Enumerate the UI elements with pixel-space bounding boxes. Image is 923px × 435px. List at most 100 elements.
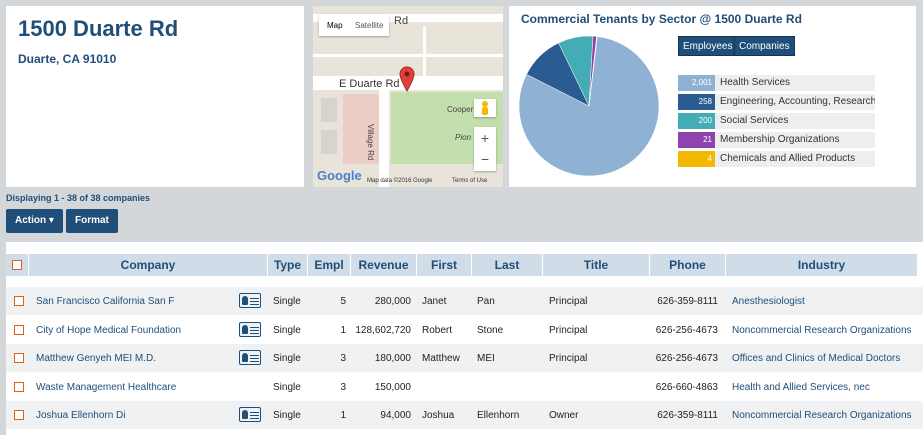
first-name-cell: Robert (422, 325, 453, 336)
chart-panel: Commercial Tenants by Sector @ 1500 Duar… (509, 6, 916, 187)
row-checkbox[interactable] (14, 410, 24, 420)
display-count: Displaying 1 - 38 of 38 companies (6, 193, 151, 203)
map-canvas[interactable] (313, 6, 503, 187)
title-cell: Principal (549, 325, 588, 336)
pie-chart[interactable] (509, 26, 669, 186)
company-link[interactable]: Matthew Genyeh MEI M.D. (36, 353, 157, 364)
legend-value: 21 (678, 132, 715, 148)
column-header-industry[interactable]: Industry (726, 254, 917, 276)
column-header-phone[interactable]: Phone (650, 254, 725, 276)
companies-toggle-button[interactable]: Companies (734, 36, 795, 56)
legend-label: Chemicals and Allied Products (720, 153, 856, 164)
address-panel: 1500 Duarte Rd Duarte, CA 91010 (6, 6, 304, 187)
empl-cell: 5 (340, 296, 346, 307)
title-cell: Principal (549, 296, 588, 307)
legend-label: Social Services (720, 115, 789, 126)
industry-link[interactable]: Health and Allied Services, nec (732, 382, 870, 393)
row-checkbox[interactable] (14, 325, 24, 335)
company-link[interactable]: San Francisco California San F (36, 296, 175, 307)
company-link[interactable]: Joshua Ellenhorn Di (36, 410, 126, 421)
poi-label: Cooper (447, 105, 474, 114)
action-button[interactable]: Action ▾ (6, 209, 63, 233)
contact-card-icon[interactable] (239, 293, 261, 308)
format-button[interactable]: Format (66, 209, 118, 233)
last-name-cell: MEI (477, 353, 495, 364)
contact-card-icon[interactable] (239, 350, 261, 365)
industry-link[interactable]: Anesthesiologist (732, 296, 805, 307)
phone-cell: 626-256-4673 (655, 353, 718, 364)
type-cell: Single (273, 325, 301, 336)
column-header-last[interactable]: Last (472, 254, 542, 276)
zoom-in-button[interactable]: + (480, 130, 490, 146)
row-checkbox[interactable] (14, 382, 24, 392)
contact-card-icon[interactable] (239, 407, 261, 422)
street-label-side: Village Rd (366, 124, 375, 161)
map-type-control: Map Satellite (319, 14, 389, 36)
title-cell: Owner (549, 410, 579, 421)
legend-item[interactable]: 200 Social Services (678, 113, 875, 129)
poi-label: Pion (455, 133, 472, 142)
title-cell: Principal (549, 353, 588, 364)
column-header-title[interactable]: Title (543, 254, 649, 276)
street-label-main: E Duarte Rd (339, 78, 400, 90)
map-tab[interactable]: Map (327, 21, 343, 30)
legend-value: 4 (678, 151, 715, 167)
phone-cell: 626-256-4673 (655, 325, 718, 336)
row-checkbox[interactable] (14, 296, 24, 306)
zoom-control: + − (474, 127, 496, 171)
table-row[interactable]: San Francisco California San F Single 5 … (6, 287, 923, 315)
legend-item[interactable]: 4 Chemicals and Allied Products (678, 151, 875, 167)
select-all-checkbox[interactable] (12, 260, 22, 270)
employees-toggle-button[interactable]: Employees (678, 36, 738, 56)
contact-card-icon[interactable] (239, 322, 261, 337)
pegman-icon[interactable] (474, 99, 496, 117)
empl-cell: 3 (340, 382, 346, 393)
column-header-revenue[interactable]: Revenue (351, 254, 416, 276)
revenue-cell: 150,000 (374, 382, 411, 393)
terms-link[interactable]: Terms of Use (452, 178, 488, 184)
chart-title: Commercial Tenants by Sector @ 1500 Duar… (521, 12, 802, 26)
first-name-cell: Joshua (422, 410, 455, 421)
industry-link[interactable]: Noncommercial Research Organizations (732, 410, 912, 421)
phone-cell: 626-660-4863 (655, 382, 718, 393)
row-checkbox[interactable] (14, 353, 24, 363)
legend-value: 200 (678, 113, 715, 129)
empl-cell: 1 (340, 325, 346, 336)
empl-cell: 3 (340, 353, 346, 364)
table-row[interactable]: Joshua Ellenhorn Di Single 1 94,000 Josh… (6, 401, 923, 429)
legend-item[interactable]: 21 Membership Organizations (678, 132, 875, 148)
legend-label: Engineering, Accounting, Research, and (720, 96, 875, 107)
type-cell: Single (273, 382, 301, 393)
empl-cell: 1 (340, 410, 346, 421)
column-header-type[interactable]: Type (268, 254, 307, 276)
map-data-text: Map data ©2016 Google (367, 178, 433, 184)
phone-cell: 626-359-8111 (657, 410, 718, 421)
column-header-empl[interactable]: Empl (308, 254, 350, 276)
table-row[interactable]: Matthew Genyeh MEI M.D. Single 3 180,000… (6, 344, 923, 372)
last-name-cell: Pan (477, 296, 495, 307)
company-link[interactable]: Waste Management Healthcare (36, 382, 177, 393)
column-header-company[interactable]: Company (29, 254, 267, 276)
satellite-tab[interactable]: Satellite (355, 21, 384, 30)
company-link[interactable]: City of Hope Medical Foundation (36, 325, 182, 336)
last-name-cell: Stone (477, 325, 504, 336)
revenue-cell: 280,000 (374, 296, 411, 307)
industry-link[interactable]: Offices and Clinics of Medical Doctors (732, 353, 901, 364)
zoom-out-button[interactable]: − (480, 151, 490, 167)
legend-item[interactable]: 258 Engineering, Accounting, Research, a… (678, 94, 875, 110)
table-row[interactable]: Waste Management Healthcare Single 3 150… (6, 373, 923, 401)
legend-value: 2,001 (678, 75, 715, 91)
industry-link[interactable]: Noncommercial Research Organizations (732, 325, 912, 336)
pie-slice[interactable] (588, 36, 598, 107)
column-header-first[interactable]: First (417, 254, 471, 276)
google-logo: Google (317, 168, 362, 183)
revenue-cell: 128,602,720 (355, 325, 411, 336)
map-pin-icon[interactable] (399, 66, 415, 92)
city-state-zip: Duarte, CA 91010 (18, 52, 117, 66)
first-name-cell: Janet (422, 296, 447, 307)
table-row[interactable]: City of Hope Medical Foundation Single 1… (6, 316, 923, 344)
map-panel[interactable]: Map Satellite Rd E Duarte Rd Village Rd … (313, 6, 503, 187)
legend-item[interactable]: 2,001 Health Services (678, 75, 875, 91)
page-title: 1500 Duarte Rd (18, 16, 179, 41)
type-cell: Single (273, 353, 301, 364)
